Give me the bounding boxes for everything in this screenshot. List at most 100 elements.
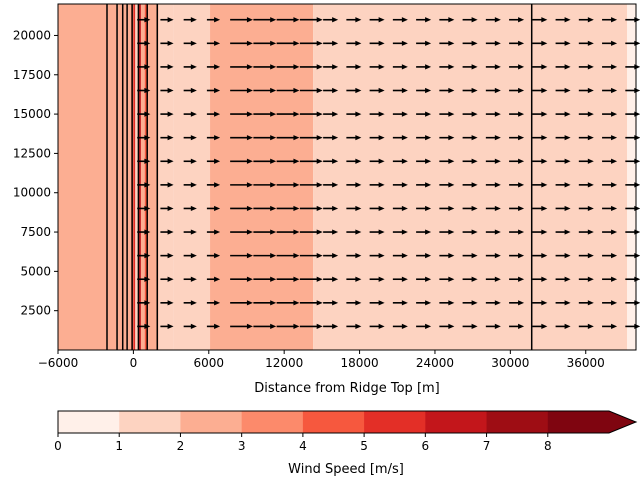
wind-arrow-head [401,87,408,94]
wind-arrow-head [167,323,174,330]
wind-arrow-head [541,111,548,117]
colorbar-tick-label: 2 [177,439,185,453]
wind-arrow-head [316,135,323,141]
wind-arrow-head [316,87,323,94]
wind-arrow-head [494,323,501,330]
wind-arrow-head [425,323,432,330]
plot-frame [57,3,637,351]
wind-arrow-head [401,253,408,259]
wind-arrow-head [564,253,571,259]
colorbar-outline [57,410,638,434]
wind-arrow-head [587,17,594,23]
wind-arrow-head [518,64,525,70]
wind-arrow-head [246,87,253,94]
wind-arrow-head [541,135,548,141]
wind-arrow-head [448,40,455,46]
colorbar-segment [486,411,549,433]
wind-arrow-head [144,229,151,235]
wind-arrow-head [587,300,594,306]
x-tick-label: 0 [130,356,138,370]
wind-arrow-head [541,323,548,330]
wind-arrow-head [293,205,300,212]
wind-arrow-head [355,17,362,23]
wind-arrow-head [214,158,221,164]
wind-arrow-head [167,87,174,94]
wind-arrow-head [611,17,618,23]
wind-arrow-head [270,64,277,70]
wind-arrow-head [167,64,174,70]
wind-arrow-head [494,87,501,94]
y-axis-ticks: 2500 5000 7500 10000 12500 15000 17500 20000 [13,28,58,318]
wind-arrow-head [587,229,594,235]
wind-arrow-head [634,111,640,117]
wind-arrow-head [471,87,478,94]
wind-arrow-head [471,64,478,70]
wind-arrow-head [448,300,455,306]
wind-arrow-head [564,158,571,164]
wind-arrow-head [587,158,594,164]
colorbar-label: Wind Speed [m/s] [288,462,404,477]
colorbar-tick-label: 1 [115,439,123,453]
wind-arrow-head [332,276,339,282]
wind-arrow-head [634,87,640,94]
wind-arrow-head [167,182,174,188]
wind-arrow-head [425,111,432,117]
wind-arrow-head [541,40,548,46]
wind-arrow-head [316,64,323,70]
wind-arrow-head [378,229,385,235]
wind-arrow-head [246,182,253,188]
wind-arrow-head [634,182,640,188]
wind-arrow-head [293,158,300,164]
wind-arrow-head [471,158,478,164]
contour-band [133,4,136,350]
contour-band [135,4,140,350]
wind-arrow-head [401,323,408,330]
x-tick-label: 36000 [567,356,605,370]
wind-arrow-head [518,229,525,235]
wind-arrow-head [541,87,548,94]
wind-arrow-head [518,276,525,282]
wind-arrow-head [611,135,618,141]
wind-arrow-head [587,111,594,117]
colorbar-tick-label: 3 [238,439,246,453]
wind-arrow-head [587,276,594,282]
wind-arrow-head [293,276,300,282]
wind-arrow-head [471,111,478,117]
wind-arrow-head [378,205,385,212]
y-tick-label: 20000 [13,28,51,42]
wind-arrow-head [401,182,408,188]
wind-arrow-head [401,205,408,212]
wind-arrow-head [587,253,594,259]
colorbar-segment [547,411,610,433]
wind-arrow-head [246,40,253,46]
contour-band [210,4,314,350]
wind-arrow-head [316,158,323,164]
wind-arrow-head [494,205,501,212]
wind-arrow-head [355,182,362,188]
wind-arrow-head [293,111,300,117]
wind-arrow-head [494,253,501,259]
wind-arrow-head [246,229,253,235]
colorbar-tick-label: 5 [360,439,368,453]
wind-arrow-head [214,276,221,282]
wind-arrow-head [316,323,323,330]
colorbar-segment [302,411,365,433]
wind-arrow-head [144,300,151,306]
wind-arrow-head [293,40,300,46]
x-tick-label: 6000 [194,356,225,370]
wind-arrow-head [144,111,151,117]
wind-arrow-head [611,87,618,94]
wind-arrow-head [293,17,300,23]
wind-arrow-head [471,276,478,282]
wind-arrow-head [355,87,362,94]
wind-arrow-head [167,135,174,141]
wind-arrow-head [144,158,151,164]
wind-arrow-head [564,64,571,70]
wind-arrow-head [611,64,618,70]
wind-arrow-head [270,182,277,188]
wind-arrow-head [611,276,618,282]
wind-arrow-head [270,17,277,23]
wind-arrow-head [378,135,385,141]
wind-arrow-head [425,229,432,235]
wind-arrow-head [494,135,501,141]
